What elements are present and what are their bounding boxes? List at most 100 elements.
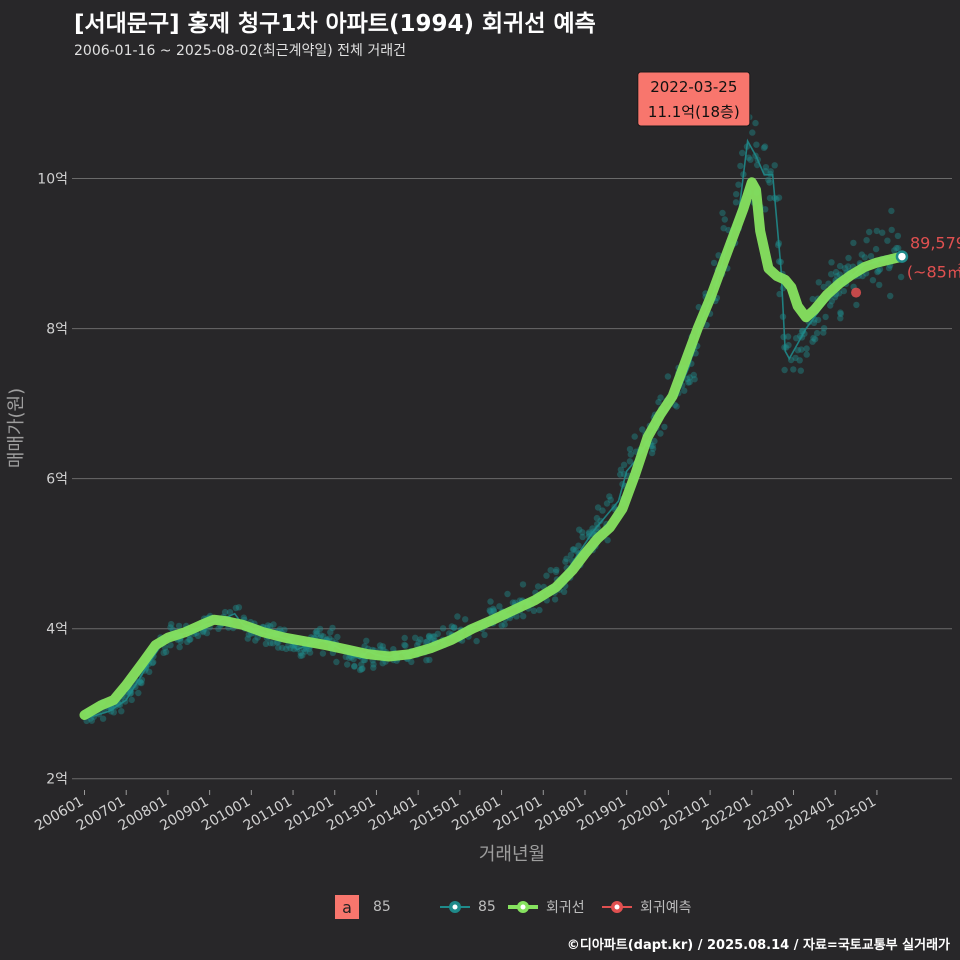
transaction-point xyxy=(279,644,286,652)
transaction-point xyxy=(450,624,458,632)
transaction-point xyxy=(88,717,96,724)
transaction-point xyxy=(99,715,107,722)
transaction-point xyxy=(732,199,740,206)
transaction-point xyxy=(176,643,183,651)
transaction-point xyxy=(888,226,895,234)
transaction-point xyxy=(866,228,873,236)
x-axis-title: 거래년월 xyxy=(479,844,545,865)
transaction-point xyxy=(370,664,377,671)
transaction-point xyxy=(733,191,740,198)
transaction-point xyxy=(319,650,327,657)
transaction-point xyxy=(334,633,341,641)
transaction-point xyxy=(766,179,773,186)
legend: a 85 85 회귀선 회귀예측 xyxy=(0,894,960,920)
transaction-point xyxy=(313,628,320,635)
transaction-point xyxy=(240,614,247,621)
transaction-point xyxy=(276,626,284,633)
transaction-point xyxy=(439,625,447,632)
transaction-point xyxy=(720,225,727,232)
transaction-point xyxy=(320,633,327,640)
transaction-point xyxy=(850,239,857,247)
transaction-point xyxy=(745,154,752,161)
transaction-point xyxy=(186,636,193,643)
transaction-point xyxy=(345,654,353,662)
transaction-point xyxy=(626,458,634,465)
transaction-point xyxy=(481,631,488,638)
transaction-point xyxy=(888,207,895,215)
transaction-point xyxy=(752,119,759,127)
transaction-point xyxy=(874,268,881,276)
transaction-point xyxy=(252,637,259,644)
transaction-point xyxy=(753,141,760,148)
transaction-point xyxy=(617,471,624,478)
transaction-point xyxy=(232,604,240,612)
transaction-point xyxy=(534,583,542,590)
transaction-point xyxy=(833,272,841,280)
transaction-point xyxy=(827,302,834,309)
transaction-point xyxy=(872,245,880,253)
transaction-point xyxy=(361,643,368,650)
y-tick-label: 6억 xyxy=(46,472,68,488)
transaction-point xyxy=(327,629,334,636)
transaction-point xyxy=(749,129,756,136)
transaction-point xyxy=(490,605,497,612)
transaction-point xyxy=(784,333,792,340)
transaction-point xyxy=(845,254,852,262)
transaction-point xyxy=(661,423,668,431)
transaction-point xyxy=(594,504,602,511)
transaction-point xyxy=(287,645,294,652)
transaction-point xyxy=(490,607,498,614)
transaction-point xyxy=(893,244,900,252)
transaction-point xyxy=(118,708,125,715)
transaction-point xyxy=(875,267,882,275)
transaction-point xyxy=(270,621,277,628)
transaction-point xyxy=(796,357,803,364)
legend-key-avg-icon xyxy=(440,901,470,913)
transaction-point xyxy=(128,696,135,704)
transaction-point xyxy=(673,403,680,410)
transaction-point xyxy=(415,639,422,646)
transaction-point xyxy=(543,572,550,579)
transaction-point xyxy=(401,641,408,649)
peak-value: 11.1억(18층) xyxy=(648,103,740,121)
transaction-point xyxy=(422,639,429,646)
transaction-point xyxy=(790,366,797,373)
transaction-point xyxy=(359,665,366,672)
transaction-point xyxy=(664,373,672,380)
transaction-point xyxy=(721,216,728,223)
transaction-point xyxy=(501,621,508,628)
transaction-point xyxy=(579,529,586,536)
transaction-point xyxy=(448,623,455,630)
transaction-point xyxy=(814,316,822,324)
transaction-point xyxy=(454,613,461,620)
transaction-point xyxy=(840,287,847,295)
transaction-point xyxy=(765,176,772,184)
transaction-point xyxy=(607,496,614,503)
transaction-point xyxy=(376,642,384,649)
series-layer xyxy=(79,138,909,720)
transaction-point xyxy=(836,262,844,270)
transaction-point xyxy=(869,277,877,284)
chart-subtitle: 2006-01-16 ~ 2025-08-02(최근계약일) 전체 거래건 xyxy=(74,43,406,59)
transaction-point xyxy=(775,194,783,201)
series-line-regression xyxy=(79,177,907,720)
transaction-point xyxy=(264,622,272,629)
transaction-point xyxy=(785,342,792,349)
y-tick-label: 8억 xyxy=(46,322,68,338)
transaction-point xyxy=(135,689,142,697)
transaction-point xyxy=(496,603,503,610)
transaction-point xyxy=(498,622,505,629)
transaction-point xyxy=(681,387,688,394)
legend-item-avg: 85 xyxy=(440,894,496,920)
legend-a-box: a xyxy=(335,895,359,919)
transaction-point xyxy=(792,354,799,362)
transaction-point xyxy=(579,533,586,541)
transaction-point xyxy=(504,590,511,598)
transaction-point xyxy=(809,295,816,303)
chart-title: [서대문구] 홍제 청구1차 아파트(1994) 회귀선 예측 xyxy=(74,11,596,37)
transaction-point xyxy=(797,367,804,374)
transaction-point xyxy=(631,433,638,440)
transaction-point xyxy=(599,507,606,514)
transaction-point xyxy=(351,662,358,670)
transaction-point xyxy=(194,632,202,639)
